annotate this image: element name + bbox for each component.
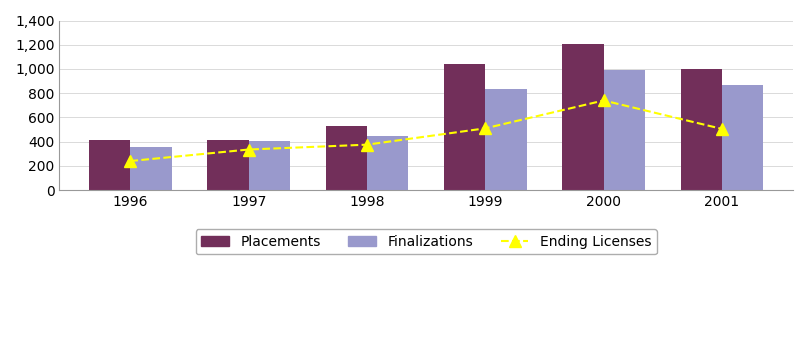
- Bar: [604, 69, 645, 190]
- Bar: [367, 136, 408, 190]
- Bar: [562, 43, 604, 190]
- Legend: Placements, Finalizations, Ending Licenses: Placements, Finalizations, Ending Licens…: [196, 229, 657, 255]
- Bar: [89, 140, 130, 190]
- Bar: [208, 140, 249, 190]
- Bar: [444, 64, 486, 190]
- Bar: [130, 147, 172, 190]
- Bar: [722, 85, 764, 190]
- Bar: [249, 141, 290, 190]
- Bar: [486, 89, 527, 190]
- Bar: [326, 126, 367, 190]
- Bar: [680, 69, 722, 190]
